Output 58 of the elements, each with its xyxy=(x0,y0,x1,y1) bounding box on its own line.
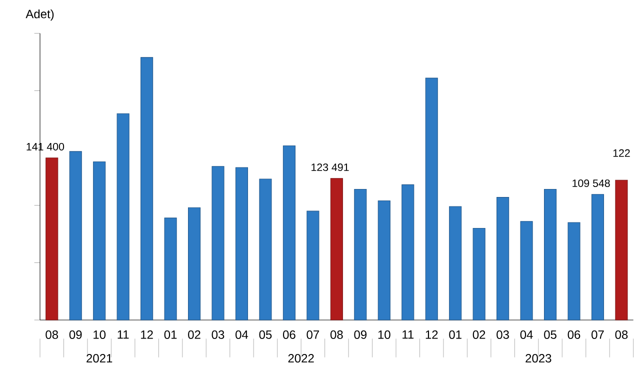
x-tick-label: 07 xyxy=(306,330,319,339)
x-tick-label: 12 xyxy=(141,330,153,339)
bar xyxy=(212,166,224,320)
x-tick-label: 08 xyxy=(615,330,628,339)
x-tick-label: 09 xyxy=(354,330,367,339)
data-label: 123 491 xyxy=(312,163,349,172)
bar xyxy=(520,221,533,320)
data-label: 109 548 xyxy=(572,179,610,188)
bar xyxy=(69,151,82,320)
x-tick-label: 10 xyxy=(378,330,390,339)
bar xyxy=(591,194,604,320)
bar xyxy=(330,178,343,320)
x-tick-label: 12 xyxy=(426,330,438,339)
annotation: 122 xyxy=(613,149,630,157)
x-tick-label: 04 xyxy=(236,330,248,339)
bar xyxy=(140,57,154,320)
bar xyxy=(282,145,296,320)
text: 2021 xyxy=(86,354,112,363)
x-tick-label: 02 xyxy=(472,330,486,339)
bar xyxy=(354,189,367,320)
x-tick-label: 06 xyxy=(282,330,296,339)
bar xyxy=(449,206,462,320)
bar xyxy=(402,184,414,320)
bar xyxy=(544,189,557,320)
x-tick-label: 08 xyxy=(330,330,343,339)
x-tick-label: 03 xyxy=(496,330,509,339)
bar xyxy=(378,200,390,320)
bar xyxy=(306,210,320,320)
x-tick-label: 11 xyxy=(402,330,414,339)
text: 2022 xyxy=(288,354,314,363)
x-tick-label: 05 xyxy=(259,330,272,339)
x-tick-label: 01 xyxy=(164,330,177,339)
bar xyxy=(164,218,177,320)
x-tick-label: 02 xyxy=(188,330,200,339)
bar xyxy=(93,161,106,320)
x-tick-label: 07 xyxy=(592,330,604,339)
bar xyxy=(259,178,272,320)
data-label: 141 400 xyxy=(26,142,64,150)
x-tick-label: 01 xyxy=(449,330,462,339)
text: 2023 xyxy=(526,354,552,363)
x-tick-label: 10 xyxy=(94,330,106,339)
bar xyxy=(496,197,510,320)
y-axis-title: Adet) xyxy=(26,9,54,21)
bar xyxy=(188,207,201,320)
x-tick-label: 04 xyxy=(520,330,533,339)
x-tick-label: 08 xyxy=(46,330,58,339)
bar xyxy=(425,78,438,320)
x-tick-label: 09 xyxy=(69,330,82,339)
bar xyxy=(116,113,130,320)
bar xyxy=(568,222,580,320)
bar xyxy=(46,158,58,320)
x-tick-label: 06 xyxy=(568,330,580,339)
x-tick-label: 05 xyxy=(544,330,556,339)
x-tick-label: 03 xyxy=(212,330,224,339)
x-tick-label: 11 xyxy=(118,330,129,339)
bar xyxy=(615,180,628,320)
bar xyxy=(235,167,248,320)
bar xyxy=(472,228,486,320)
